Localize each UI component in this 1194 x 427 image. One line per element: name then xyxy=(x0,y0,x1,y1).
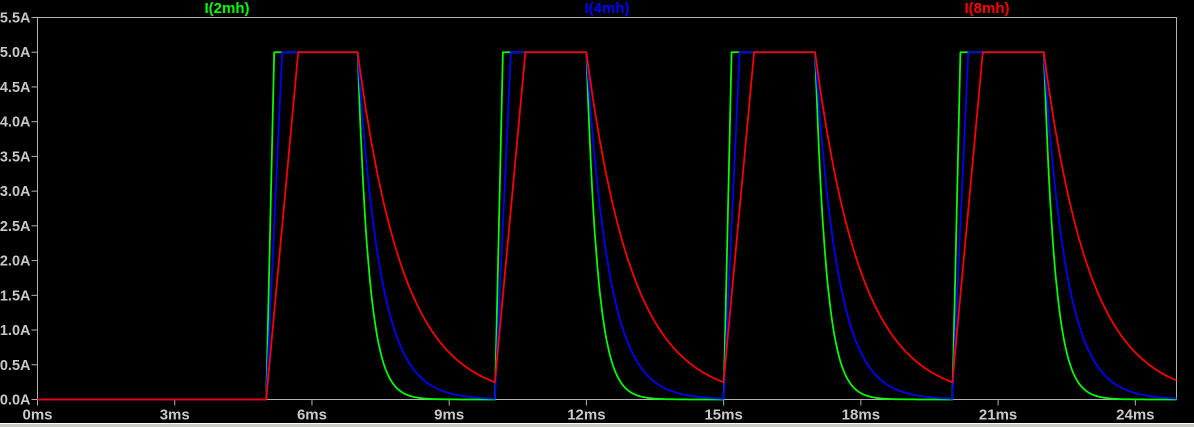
legend-trace-4mh[interactable]: I(4mh) xyxy=(584,0,630,17)
legend-trace-8mh[interactable]: I(8mh) xyxy=(964,0,1010,17)
trace-i8mh xyxy=(37,51,1177,401)
x-axis-tick-label: 6ms xyxy=(297,407,327,424)
legend-trace-2mh[interactable]: I(2mh) xyxy=(204,0,250,17)
y-axis-tick-label: 3.5A xyxy=(0,149,31,165)
y-axis-tick-label: 5.0A xyxy=(0,45,31,61)
y-axis-tick-label: 0.5A xyxy=(0,358,31,374)
y-axis-tick-label: 1.5A xyxy=(0,288,31,304)
x-axis-tick-label: 0ms xyxy=(22,407,52,424)
plot-border xyxy=(37,17,1177,400)
window-bottom-edge xyxy=(0,423,1194,427)
x-axis-tick-label: 9ms xyxy=(434,407,464,424)
y-axis-tick-label: 4.5A xyxy=(0,80,31,96)
x-axis-tick-label: 21ms xyxy=(979,407,1017,424)
y-axis-tick-label: 2.5A xyxy=(0,219,31,235)
x-axis-tick-label: 3ms xyxy=(160,407,190,424)
y-axis-tick-label: 4.0A xyxy=(0,115,31,131)
y-axis-tick-label: 3.0A xyxy=(0,184,31,200)
x-axis-tick-label: 18ms xyxy=(842,407,880,424)
trace-i4mh xyxy=(37,51,1177,401)
y-axis-tick-label: 0.0A xyxy=(0,393,31,409)
y-axis-tick-label: 1.0A xyxy=(0,323,31,339)
trace-legend: I(2mh) I(4mh) I(8mh) xyxy=(37,0,1177,17)
x-axis-tick-label: 15ms xyxy=(704,407,742,424)
trace-i2mh xyxy=(37,51,1177,401)
y-axis-tick-label: 5.5A xyxy=(0,11,31,27)
x-axis-tick-label: 12ms xyxy=(567,407,605,424)
x-axis-tick-label: 24ms xyxy=(1116,407,1154,424)
y-axis-tick-label: 2.0A xyxy=(0,254,31,270)
